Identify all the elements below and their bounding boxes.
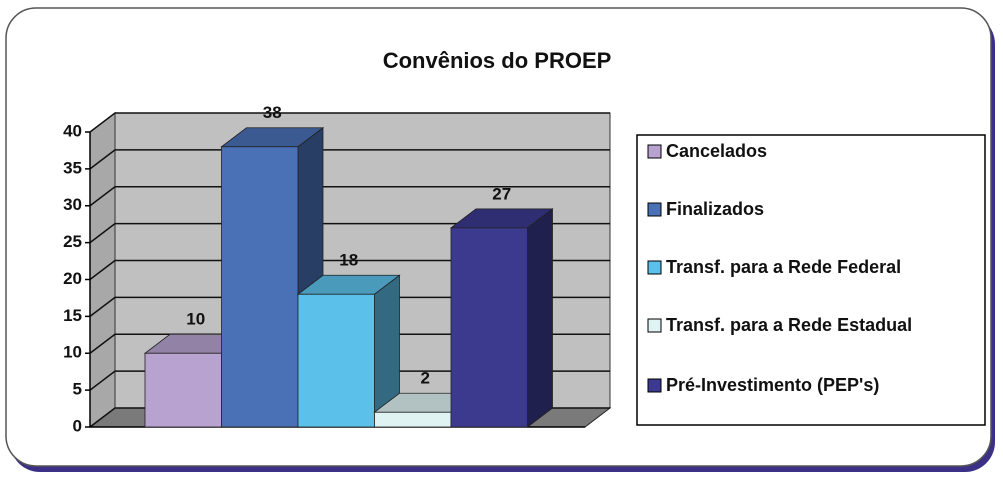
grid-line — [89, 149, 610, 170]
legend-swatch — [647, 202, 662, 217]
grid-line — [89, 222, 610, 244]
legend-swatch — [647, 318, 662, 333]
bar — [144, 352, 222, 428]
bar — [221, 146, 299, 428]
legend-swatch — [647, 378, 662, 393]
grid-line — [89, 333, 610, 354]
grid-line — [89, 112, 610, 133]
grid-line — [89, 370, 610, 391]
data-label: 38 — [263, 103, 282, 122]
legend-label: Cancelados — [666, 141, 767, 161]
y-tick-label: 5 — [73, 380, 82, 399]
grid-line — [89, 259, 610, 281]
y-tick-label: 15 — [63, 306, 82, 325]
legend-label: Finalizados — [666, 199, 764, 219]
legend-swatch — [647, 260, 662, 275]
y-tick-label: 0 — [73, 416, 82, 435]
y-tick-label: 35 — [63, 158, 82, 177]
chart-title: Convênios do PROEP — [383, 48, 612, 73]
data-label: 10 — [186, 310, 205, 329]
grid-line — [89, 186, 610, 207]
legend-label: Pré-Investimento (PEP's) — [666, 375, 879, 395]
y-tick-label: 30 — [63, 195, 82, 214]
data-label: 2 — [421, 369, 430, 388]
bar-side — [527, 208, 553, 428]
y-tick-label: 25 — [63, 232, 82, 251]
data-label: 18 — [339, 251, 358, 270]
legend-label: Transf. para a Rede Estadual — [666, 315, 912, 335]
legend-box — [636, 134, 986, 426]
legend-label: Transf. para a Rede Federal — [666, 257, 901, 277]
y-tick-label: 40 — [63, 121, 82, 140]
bar — [297, 293, 375, 428]
bar — [374, 411, 452, 428]
y-tick-label: 20 — [63, 269, 82, 288]
legend-swatch — [647, 144, 662, 159]
data-label: 27 — [492, 184, 511, 203]
bar — [450, 227, 528, 428]
y-tick-label: 10 — [63, 343, 82, 362]
grid-line — [89, 296, 610, 317]
